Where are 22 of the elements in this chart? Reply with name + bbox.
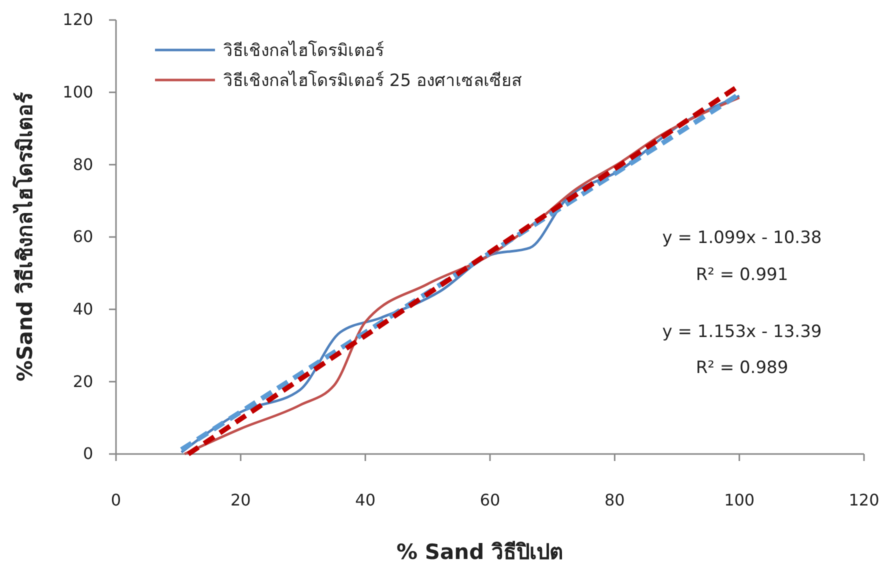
x-tick-label: 0 [110, 490, 122, 510]
legend-label: วิธีเชิงกลไฮโดรมิเตอร์ [223, 40, 384, 61]
y-tick-label: 20 [72, 372, 94, 391]
x-tick-label: 80 [604, 490, 625, 510]
y-tick-label: 100 [62, 82, 94, 102]
y-tick-label: 60 [72, 227, 94, 246]
annotation: R² = 0.991 [696, 265, 788, 285]
x-tick-label: 40 [355, 490, 376, 510]
annotation: y = 1.153x - 13.39 [662, 322, 822, 342]
x-tick-label: 120 [848, 490, 880, 510]
legend-label: วิธีเชิงกลไฮโดรมิเตอร์ 25 องศาเซลเซียส [223, 70, 522, 91]
y-tick-label: 120 [62, 10, 94, 30]
x-tick-label: 100 [724, 490, 755, 510]
y-tick-label: 0 [83, 444, 94, 464]
y-tick-label: 40 [72, 299, 94, 318]
annotation: R² = 0.989 [696, 358, 788, 378]
x-axis-title: % Sand วิธีปิเปต [396, 540, 564, 564]
x-tick-label: 20 [230, 490, 251, 510]
y-axis-title: %Sand วิธีเชิงกลไฮโดรมิเตอร์ [12, 92, 37, 382]
y-tick-label: 80 [72, 154, 94, 174]
x-tick-label: 60 [480, 490, 500, 510]
annotation: y = 1.099x - 10.38 [662, 228, 822, 248]
